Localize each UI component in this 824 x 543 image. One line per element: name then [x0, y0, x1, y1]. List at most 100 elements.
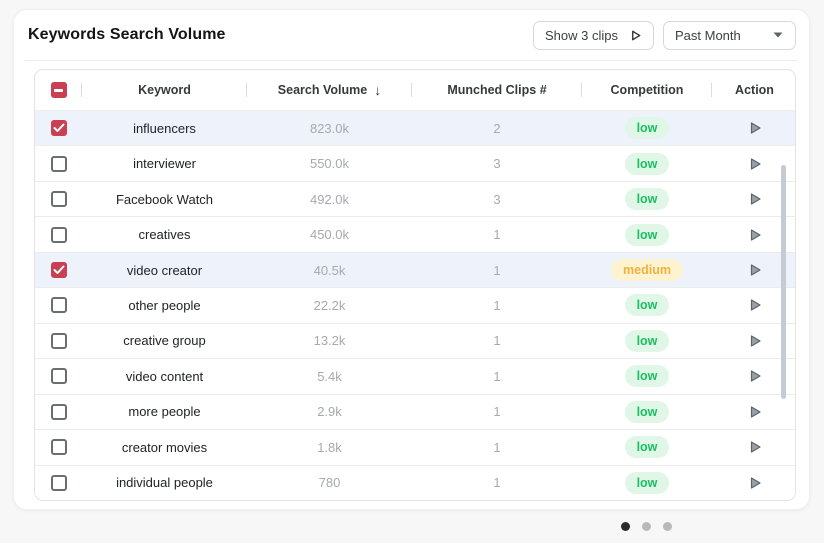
play-action-button[interactable] [747, 368, 763, 384]
play-action-button[interactable] [747, 191, 763, 207]
search-volume-cell: 450.0k [309, 227, 350, 243]
search-volume-cell: 22.2k [313, 297, 346, 313]
select-all-checkbox[interactable] [50, 82, 67, 98]
header-actions: Show 3 clips Past Month [533, 20, 796, 50]
competition-badge: low [624, 471, 670, 494]
table-body: influencers 823.0k 2 low interviewer 550.0k 3 l… [35, 110, 795, 500]
munched-clips-cell: 1 [493, 439, 501, 455]
checkbox-cell [35, 474, 82, 491]
search-volume-cell: 40.5k [313, 262, 346, 278]
munched-clips-cell: 1 [493, 404, 501, 420]
checkbox-cell [35, 297, 82, 314]
search-volume-cell: 492.0k [309, 191, 350, 207]
row-checkbox[interactable] [50, 332, 67, 349]
table-row: video content 5.4k 1 low [35, 358, 795, 394]
card-header: Keywords Search Volume Show 3 clips Past… [25, 10, 798, 61]
search-volume-cell: 5.4k [317, 368, 342, 384]
competition-badge: low [624, 436, 670, 459]
competition-badge: low [624, 400, 670, 423]
row-checkbox[interactable] [50, 155, 67, 172]
play-action-button[interactable] [747, 404, 763, 420]
play-action-button[interactable] [747, 439, 763, 455]
keyword-cell: Facebook Watch [115, 191, 214, 207]
search-volume-cell: 2.9k [317, 404, 342, 420]
pagination-dot-1[interactable] [621, 522, 630, 531]
play-action-button[interactable] [747, 120, 763, 136]
munched-clips-cell: 3 [493, 191, 501, 207]
checkbox-cell [35, 439, 82, 456]
table-row: influencers 823.0k 2 low [35, 110, 795, 146]
munched-clips-cell: 1 [493, 297, 501, 313]
competition-cell: low [582, 436, 712, 459]
row-checkbox[interactable] [50, 474, 67, 491]
row-checkbox[interactable] [50, 439, 67, 456]
period-selected-label: Past Month [675, 27, 741, 43]
sort-desc-icon: ↓ [374, 82, 382, 98]
action-cell [712, 439, 795, 455]
table-row: video creator 40.5k 1 medium [35, 251, 795, 288]
search-volume-cell: 780 [318, 475, 341, 491]
munched-clips-cell: 1 [493, 262, 501, 278]
row-checkbox[interactable] [50, 368, 67, 385]
munched-clips-cell: 1 [493, 227, 501, 243]
pagination-dot-3[interactable] [663, 522, 672, 531]
column-header-action: Action [712, 70, 795, 110]
competition-cell: low [582, 223, 712, 246]
keyword-cell: influencers [133, 120, 196, 136]
play-action-button[interactable] [747, 227, 763, 243]
row-checkbox[interactable] [50, 120, 67, 137]
play-action-button[interactable] [747, 297, 763, 313]
munched-clips-cell: 1 [493, 368, 501, 384]
play-action-button[interactable] [747, 475, 763, 491]
play-action-button[interactable] [747, 156, 763, 172]
row-checkbox[interactable] [50, 262, 67, 279]
munched-clips-cell: 1 [493, 333, 501, 349]
table-header-row: Keyword Search Volume ↓ Munched Clips # … [35, 70, 795, 110]
action-cell [712, 156, 795, 172]
checkbox-cell [35, 332, 82, 349]
search-volume-cell: 550.0k [309, 156, 350, 172]
competition-cell: low [582, 400, 712, 423]
competition-badge: low [624, 365, 670, 388]
table-row: creator movies 1.8k 1 low [35, 429, 795, 465]
competition-badge: medium [611, 259, 683, 282]
page-title: Keywords Search Volume [28, 26, 226, 43]
action-cell [712, 297, 795, 313]
search-volume-cell: 13.2k [313, 333, 346, 349]
play-outline-icon [629, 29, 642, 42]
competition-badge: low [624, 188, 670, 211]
column-header-search-volume[interactable]: Search Volume ↓ [247, 70, 412, 110]
checkbox-cell [35, 191, 82, 208]
keywords-search-volume-card: Keywords Search Volume Show 3 clips Past… [13, 9, 810, 510]
row-checkbox[interactable] [50, 297, 67, 314]
competition-badge: low [624, 117, 670, 140]
row-checkbox[interactable] [50, 226, 67, 243]
row-checkbox[interactable] [50, 191, 67, 208]
select-all-cell [35, 70, 82, 110]
table-scrollbar-thumb[interactable] [781, 165, 786, 399]
keyword-cell: more people [128, 404, 201, 420]
action-cell [712, 262, 795, 278]
keyword-cell: other people [128, 297, 201, 313]
play-action-button[interactable] [747, 262, 763, 278]
action-cell [712, 368, 795, 384]
competition-cell: low [582, 294, 712, 317]
show-clips-button[interactable]: Show 3 clips [533, 20, 654, 50]
keyword-cell: video creator [126, 262, 203, 278]
competition-cell: low [582, 329, 712, 352]
table-row: other people 22.2k 1 low [35, 287, 795, 323]
competition-badge: low [624, 329, 670, 352]
table-row: creative group 13.2k 1 low [35, 322, 795, 359]
competition-badge: low [624, 152, 670, 175]
action-cell [712, 475, 795, 491]
period-dropdown[interactable]: Past Month [663, 20, 796, 50]
checkbox-cell [35, 403, 82, 420]
play-action-button[interactable] [747, 333, 763, 349]
pagination-dots [621, 522, 672, 531]
pagination-dot-2[interactable] [642, 522, 651, 531]
table-row: interviewer 550.0k 3 low [35, 145, 795, 181]
competition-cell: medium [582, 259, 712, 282]
table-row: Facebook Watch 492.0k 3 low [35, 180, 795, 217]
action-cell [712, 120, 795, 136]
row-checkbox[interactable] [50, 403, 67, 420]
